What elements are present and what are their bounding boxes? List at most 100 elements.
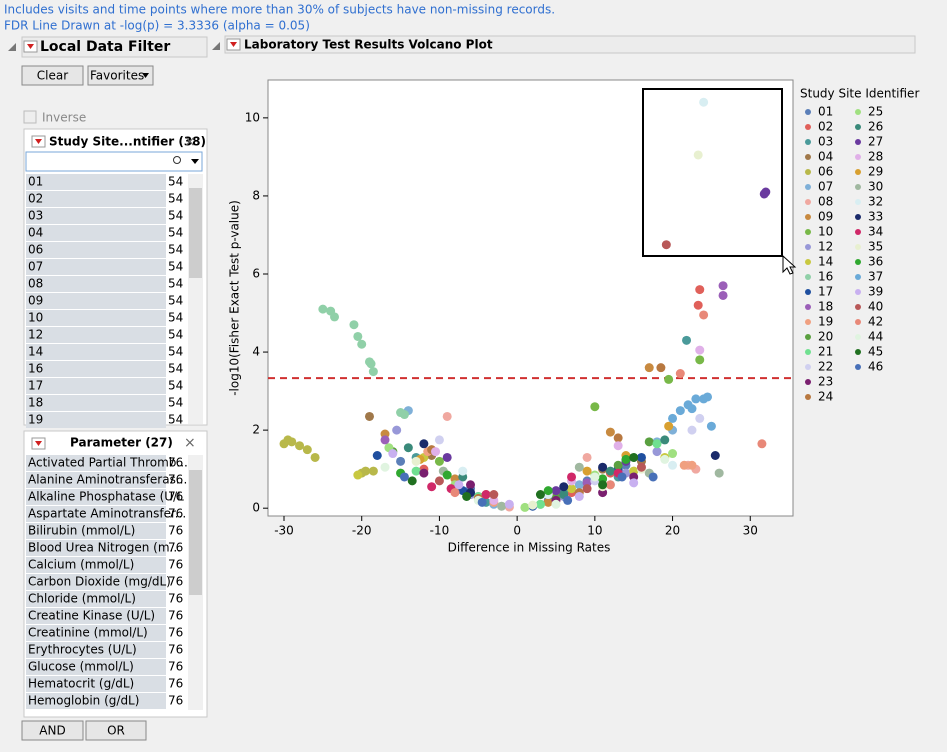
y-tick-label: 10	[245, 110, 260, 124]
and-button[interactable]	[21, 720, 84, 741]
point	[605, 427, 615, 437]
row-label: 14	[28, 345, 43, 359]
point	[687, 404, 697, 414]
row-count: 54	[168, 379, 183, 393]
row-label: Hemoglobin (g/dL)	[28, 694, 139, 708]
list-row[interactable]	[26, 472, 166, 488]
row-count: 54	[168, 175, 183, 189]
legend-label: 23	[818, 375, 833, 389]
list-row[interactable]	[26, 540, 166, 556]
row-count: 54	[168, 277, 183, 291]
list-row[interactable]	[26, 378, 166, 394]
legend-label: 09	[818, 210, 833, 224]
point	[366, 359, 376, 369]
point	[567, 484, 577, 494]
y-tick-label: 0	[252, 501, 260, 515]
list-row[interactable]	[26, 174, 166, 190]
legend-marker	[805, 199, 811, 205]
list-row[interactable]	[26, 327, 166, 343]
point	[691, 394, 701, 404]
list-row[interactable]	[26, 191, 166, 207]
list-row[interactable]	[26, 293, 166, 309]
list-row[interactable]	[26, 625, 166, 641]
y-tick-label: 2	[252, 423, 260, 437]
point	[535, 490, 545, 500]
legend-marker	[805, 394, 811, 400]
point	[710, 450, 720, 460]
list-row[interactable]	[26, 344, 166, 360]
list-row[interactable]	[26, 659, 166, 675]
list-row[interactable]	[26, 395, 166, 411]
favorites-button[interactable]	[87, 65, 154, 86]
search-box[interactable]	[25, 151, 203, 172]
list-row[interactable]	[26, 693, 166, 709]
point	[419, 439, 429, 449]
legend-label: 18	[818, 300, 833, 314]
row-count: 76	[168, 524, 183, 538]
point	[411, 456, 421, 466]
disclosure[interactable]	[212, 42, 220, 50]
point	[590, 472, 600, 482]
point	[661, 240, 671, 250]
legend-marker	[855, 349, 861, 355]
list-row[interactable]	[26, 574, 166, 590]
list-row[interactable]	[26, 591, 166, 607]
legend-label: 25	[868, 105, 883, 119]
list-row[interactable]	[26, 557, 166, 573]
legend-label: 34	[868, 225, 883, 239]
list-row[interactable]	[26, 642, 166, 658]
point	[361, 466, 371, 476]
list-row[interactable]	[26, 523, 166, 539]
point	[693, 300, 703, 310]
list-row[interactable]	[26, 310, 166, 326]
point	[454, 480, 464, 490]
param-list-title: Parameter (27)	[70, 436, 173, 450]
point	[598, 480, 608, 490]
point	[563, 495, 573, 505]
list-row[interactable]	[26, 676, 166, 692]
point	[668, 449, 678, 459]
legend-marker	[805, 109, 811, 115]
row-label: 10	[28, 311, 43, 325]
chart-title: Laboratory Test Results Volcano Plot	[244, 38, 493, 52]
point	[675, 406, 685, 416]
list-row[interactable]	[26, 361, 166, 377]
row-count: 76	[168, 473, 183, 487]
row-count: 54	[168, 328, 183, 342]
legend-label: 44	[868, 330, 883, 344]
legend-marker	[805, 169, 811, 175]
inverse-checkbox[interactable]	[23, 110, 37, 124]
scroll-thumb[interactable]	[189, 470, 202, 595]
point	[695, 413, 705, 423]
legend-marker	[855, 184, 861, 190]
point	[458, 466, 468, 476]
close[interactable]: ×	[184, 134, 196, 150]
list-row[interactable]	[26, 608, 166, 624]
point	[411, 466, 421, 476]
scroll-thumb[interactable]	[189, 188, 202, 278]
list-row[interactable]	[26, 276, 166, 292]
list-row[interactable]	[26, 208, 166, 224]
or-label: OR	[107, 724, 125, 738]
list-row[interactable]	[26, 412, 166, 428]
list-row[interactable]	[26, 242, 166, 258]
x-tick-label: -30	[274, 524, 294, 538]
clear-button[interactable]	[21, 65, 84, 86]
selection-box	[642, 88, 783, 257]
list-row[interactable]	[26, 225, 166, 241]
list-row[interactable]	[26, 506, 166, 522]
point	[699, 97, 709, 107]
legend-label: 27	[868, 135, 883, 149]
list-row[interactable]	[26, 259, 166, 275]
disclosure[interactable]	[8, 43, 16, 51]
or-button[interactable]	[85, 720, 147, 741]
list-row[interactable]	[26, 455, 166, 471]
row-label: 16	[28, 362, 43, 376]
legend-label: 24	[818, 390, 833, 404]
point	[357, 339, 367, 349]
row-count: 54	[168, 345, 183, 359]
row-label: Aspartate Aminotransfer...	[28, 507, 186, 521]
close[interactable]: ×	[184, 435, 196, 451]
point	[302, 445, 312, 455]
list-row[interactable]	[26, 489, 166, 505]
